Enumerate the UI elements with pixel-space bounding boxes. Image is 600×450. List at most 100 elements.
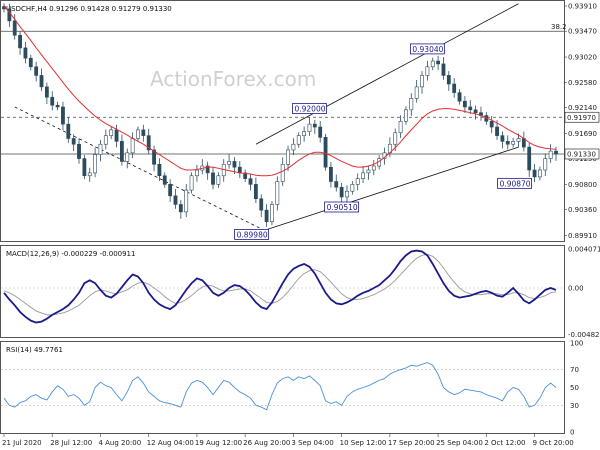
rsi-tick-label: 30	[570, 402, 579, 410]
candle-body	[12, 20, 17, 36]
candle-body	[446, 75, 451, 85]
annotation-box	[409, 43, 445, 55]
candle-body	[441, 63, 446, 76]
candle-body	[361, 172, 365, 179]
candle-body	[291, 143, 296, 151]
candle-body	[93, 154, 98, 174]
axis-layer: 0.93910 0.93470 0.93020 0.92580 0.92140 0.916…	[2, 3, 600, 447]
candle-body	[350, 184, 355, 192]
candle-body	[371, 165, 376, 171]
rsi-tick-label: 0	[570, 429, 574, 437]
candle-body	[296, 135, 301, 145]
level-price-label: 0.91970	[567, 114, 596, 122]
candle-body	[312, 123, 317, 128]
trend-line	[14, 106, 267, 232]
candle-body	[548, 150, 553, 159]
candle-body	[404, 109, 408, 122]
annotation-box	[324, 201, 360, 213]
candle-body	[152, 149, 156, 165]
rsi-layer	[1, 362, 564, 411]
y-tick-label: 0.90360	[568, 206, 597, 214]
y-tick-label: 0.91690	[568, 130, 597, 138]
x-tick-label: 9 Oct 20:00	[533, 439, 574, 447]
rsi-tick-label: 50	[570, 384, 579, 392]
candle-body	[436, 60, 440, 65]
candle-body	[393, 132, 398, 145]
candle-body	[323, 137, 328, 168]
candle-body	[173, 195, 178, 205]
level-price-box	[564, 111, 600, 123]
candle-body	[527, 146, 532, 171]
price-layer: 38.2 0.92000 0.93040 0.90510 0.89980 0.90870	[1, 3, 567, 240]
y-tick-label: 0.93020	[568, 54, 597, 62]
candle-body	[329, 166, 333, 182]
candle-body	[211, 172, 215, 185]
candle-body	[302, 131, 307, 136]
y-tick-label: 0.89910	[568, 232, 597, 240]
candle-body	[505, 141, 510, 145]
annotation-label: 0.89980	[237, 230, 268, 239]
candle-body	[23, 47, 28, 59]
candle-body	[259, 198, 264, 211]
candle-body	[543, 158, 548, 171]
rsi-tick-label: 100	[570, 340, 583, 348]
candle-body	[339, 186, 344, 198]
candle-body	[18, 34, 22, 49]
candle-body	[420, 75, 424, 88]
annotation-box	[497, 177, 532, 189]
candle-body	[248, 178, 253, 185]
candle-body	[334, 181, 339, 188]
candle-body	[205, 165, 210, 174]
x-tick-label: 2 Oct 12:00	[484, 439, 525, 447]
level-price-box	[564, 148, 600, 160]
rsi-tick-label: 70	[570, 366, 579, 374]
candle-body	[178, 204, 183, 213]
candle-body	[345, 190, 349, 198]
macd-tick-label: 0.00	[568, 284, 584, 292]
signal-line	[3, 253, 557, 316]
candle-body	[532, 169, 537, 178]
candle-body	[366, 169, 371, 174]
candle-body	[39, 75, 44, 88]
rsi-header: RSI(14) 49.7761	[6, 346, 63, 354]
price-header: USDCHF,H4 0.91296 0.91428 0.91279 0.9133…	[6, 5, 172, 13]
candle-body	[195, 169, 199, 177]
x-tick-label: 26 Aug 20:00	[243, 439, 290, 447]
candle-body	[55, 104, 60, 108]
candle-body	[237, 166, 242, 174]
candle-body	[495, 126, 499, 136]
rsi-line	[3, 362, 557, 411]
candle-body	[141, 129, 146, 136]
candle-body	[50, 96, 55, 106]
candle-body	[264, 209, 269, 222]
x-tick-label: 28 Jul 12:00	[50, 439, 92, 447]
annotation-label: 0.93040	[412, 45, 443, 54]
candle-body	[414, 86, 419, 99]
y-tick-label: 0.93470	[568, 28, 597, 36]
candle-body	[77, 143, 81, 159]
rsi-panel-frame	[0, 341, 565, 434]
candle-body	[136, 129, 140, 139]
candle-body	[286, 149, 290, 165]
candle-body	[44, 86, 49, 98]
candle-body	[109, 129, 114, 136]
candle-body	[253, 184, 258, 200]
candle-body	[538, 169, 542, 178]
macd-tick-label: -0.004829	[568, 331, 600, 339]
candle-body	[146, 135, 151, 151]
candle-body	[71, 138, 76, 145]
candle-body	[232, 161, 237, 168]
candle-body	[511, 141, 516, 145]
candle-body	[82, 158, 87, 177]
y-tick-label: 0.90800	[568, 181, 597, 189]
annotation-box	[234, 228, 270, 240]
candle-body	[98, 143, 103, 155]
ma-line	[3, 5, 557, 177]
candle-body	[227, 161, 231, 165]
candle-body	[114, 129, 119, 142]
candle-body	[162, 175, 167, 185]
candle-body	[243, 172, 248, 179]
candle-body	[307, 123, 312, 132]
candle-body	[554, 150, 558, 155]
candle-body	[516, 138, 521, 142]
